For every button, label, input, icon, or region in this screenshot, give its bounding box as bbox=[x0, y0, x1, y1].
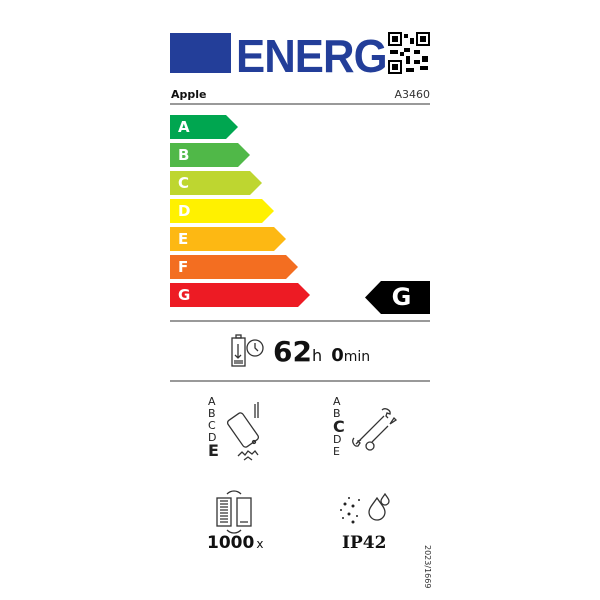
energy-class-bar-e: E bbox=[170, 227, 286, 251]
energy-class-bar-a: A bbox=[170, 115, 238, 139]
brand-name: Apple bbox=[171, 88, 207, 101]
drop-phone-icon bbox=[226, 402, 260, 461]
scale-class-d: D bbox=[208, 431, 217, 444]
divider bbox=[170, 380, 430, 382]
scale-class-b: B bbox=[333, 407, 341, 420]
scale-class-a: A bbox=[208, 395, 216, 408]
energy-class-bar-b: B bbox=[170, 143, 250, 167]
eu-flag-logo: document.currentScript.insertAdjacentHTM… bbox=[170, 33, 231, 73]
battery-cycles-value: 1000 x bbox=[207, 533, 264, 553]
divider bbox=[170, 103, 430, 105]
energy-class-bar-f: F bbox=[170, 255, 298, 279]
energy-class-bar-g: G bbox=[170, 283, 310, 307]
battery-cycles-icon bbox=[216, 490, 252, 534]
qr-code[interactable] bbox=[388, 32, 430, 74]
scale-class-e: E bbox=[208, 441, 219, 460]
battery-endurance-icon bbox=[231, 334, 264, 367]
regulation-number: 2023/1669 bbox=[423, 545, 432, 589]
scale-class-c: C bbox=[208, 419, 216, 432]
energy-class-bar-d: D bbox=[170, 199, 274, 223]
scale-class-c: C bbox=[333, 417, 345, 436]
scale-class-d: D bbox=[333, 433, 342, 446]
repair-tools-icon bbox=[352, 408, 398, 451]
battery-endurance-value: 62h 0min bbox=[273, 335, 371, 368]
scale-class-a: A bbox=[333, 395, 341, 408]
dust-water-icon bbox=[340, 492, 390, 524]
energy-class-bar-c: C bbox=[170, 171, 262, 195]
energy-logo-text: ENERGϟ bbox=[236, 29, 409, 83]
ingress-protection-rating: IP42 bbox=[342, 533, 387, 553]
divider bbox=[170, 320, 430, 322]
energy-rating-indicator: G bbox=[365, 281, 430, 314]
scale-class-e: E bbox=[333, 445, 340, 458]
model-number: A3460 bbox=[394, 88, 430, 101]
scale-class-b: B bbox=[208, 407, 216, 420]
